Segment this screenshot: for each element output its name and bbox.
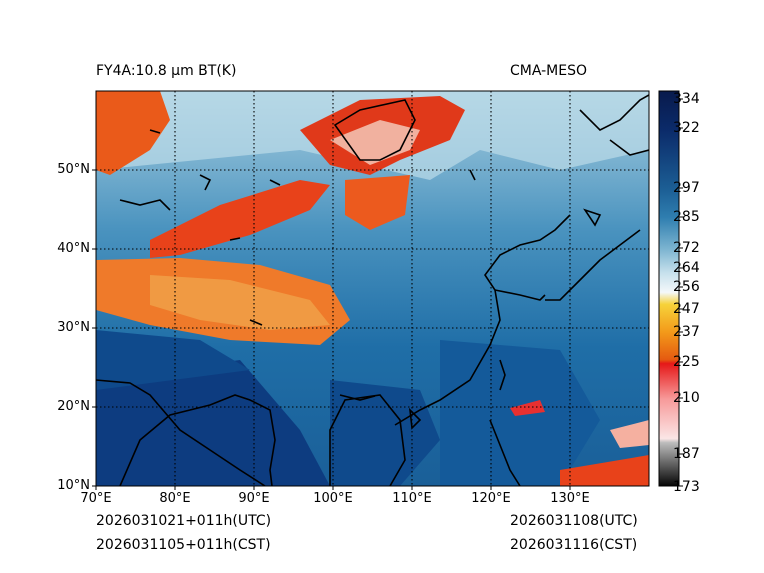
colorbar-ticks — [679, 98, 683, 487]
model-name: CMA-MESO — [510, 63, 588, 79]
warm-region-plain — [96, 330, 250, 390]
map-title: FY4A:10.8 µm BT(K) — [96, 63, 237, 79]
cloud-top-siberia-core — [330, 120, 420, 165]
colorbar-label: 322 — [673, 120, 700, 136]
cloud-band-central — [150, 180, 330, 258]
colorbar-label: 237 — [673, 324, 700, 340]
colorbar-label: 297 — [673, 180, 700, 196]
lat-label: 50°N — [57, 162, 90, 177]
cloud-cell-east — [610, 420, 649, 448]
colorbar-label: 210 — [673, 390, 700, 406]
init-time-utc: 2026031021+011h(UTC) — [96, 513, 272, 529]
lon-label: 100°E — [313, 491, 353, 506]
colorbar-label: 247 — [673, 301, 700, 317]
map-frame — [95, 90, 650, 487]
cloud-plateau-inner — [150, 275, 330, 330]
colorbar-label: 285 — [673, 209, 700, 225]
cloud-band-mongolia — [345, 175, 410, 230]
colorbar — [658, 90, 680, 487]
colorbar-label: 256 — [673, 279, 700, 295]
init-time-cst: 2026031105+011h(CST) — [96, 537, 271, 553]
axis-ticks — [92, 169, 571, 490]
colorbar-label: 173 — [673, 479, 700, 495]
graticule — [96, 91, 649, 486]
warm-region-india — [96, 360, 330, 486]
lon-label: 110°E — [392, 491, 432, 506]
lon-label: 90°E — [238, 491, 270, 506]
lon-label: 80°E — [159, 491, 191, 506]
lat-label: 20°N — [57, 399, 90, 414]
cloud-top-northwest — [96, 91, 170, 175]
valid-time-cst: 2026031116(CST) — [510, 537, 638, 553]
cloud-cell-pacific — [510, 400, 545, 416]
colorbar-label: 272 — [673, 240, 700, 256]
cloud-cell-southeast — [560, 455, 649, 486]
lon-label: 130°E — [550, 491, 590, 506]
lon-label: 70°E — [80, 491, 112, 506]
lon-label: 120°E — [471, 491, 511, 506]
colorbar-label: 334 — [673, 91, 700, 107]
colorbar-label: 187 — [673, 446, 700, 462]
colorbar-label: 225 — [673, 354, 700, 370]
lat-label: 30°N — [57, 320, 90, 335]
colorbar-label: 264 — [673, 260, 700, 276]
lat-label: 40°N — [57, 241, 90, 256]
lat-label: 10°N — [57, 478, 90, 493]
valid-time-utc: 2026031108(UTC) — [510, 513, 638, 529]
coastlines — [96, 94, 649, 486]
